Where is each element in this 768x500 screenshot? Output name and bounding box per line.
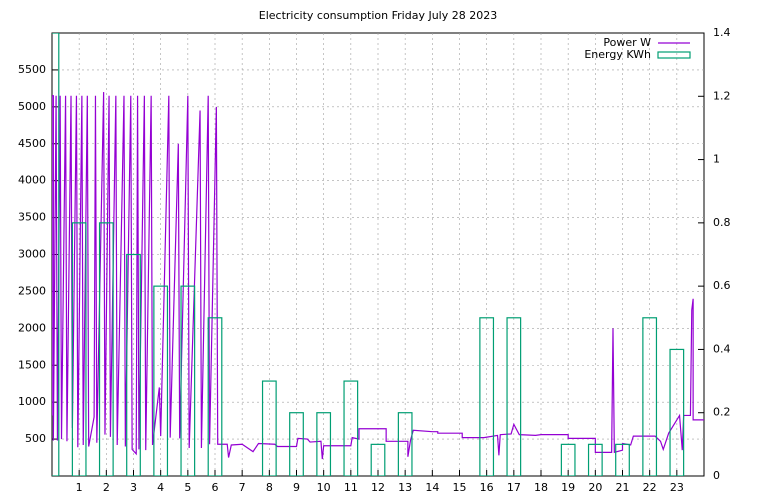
energy-bar — [71, 222, 87, 476]
x-tick-label: 22 — [643, 481, 657, 494]
x-tick-label: 5 — [184, 481, 191, 494]
energy-bar — [316, 412, 332, 476]
x-tick-label: 20 — [588, 481, 602, 494]
x-tick-label: 23 — [670, 481, 684, 494]
energy-bar — [370, 443, 386, 476]
y2-tick-label: 1.2 — [713, 89, 731, 102]
energy-bar — [98, 222, 114, 476]
energy-bar — [642, 317, 658, 476]
energy-bar — [669, 348, 685, 476]
x-tick-label: 18 — [534, 481, 548, 494]
energy-bar — [207, 317, 223, 476]
x-tick-label: 11 — [344, 481, 358, 494]
energy-bar — [126, 253, 141, 476]
y-tick-label: 1000 — [18, 395, 46, 408]
chart-title: Electricity consumption Friday July 28 2… — [259, 9, 497, 22]
energy-bar — [343, 380, 359, 476]
x-tick-label: 16 — [480, 481, 494, 494]
x-tick-label: 17 — [507, 481, 521, 494]
legend-label: Energy KWh — [584, 48, 651, 61]
y-tick-label: 3000 — [18, 248, 46, 261]
y-tick-label: 5500 — [18, 63, 46, 76]
x-tick-label: 19 — [561, 481, 575, 494]
x-tick-label: 3 — [130, 481, 137, 494]
x-tick-label: 10 — [317, 481, 331, 494]
y-tick-label: 1500 — [18, 358, 46, 371]
y-tick-label: 5000 — [18, 100, 46, 113]
legend-swatch — [657, 51, 691, 59]
x-tick-label: 6 — [212, 481, 219, 494]
y2-tick-label: 1.4 — [713, 26, 731, 39]
energy-bar — [261, 380, 277, 476]
energy-bar — [397, 412, 413, 476]
energy-bar — [289, 412, 304, 476]
x-tick-label: 21 — [616, 481, 630, 494]
energy-bar — [479, 317, 495, 476]
energy-bar — [615, 443, 630, 476]
y-tick-label: 4500 — [18, 137, 46, 150]
energy-bar — [560, 443, 576, 476]
x-tick-label: 8 — [266, 481, 273, 494]
legend-label: Power W — [603, 36, 651, 49]
y2-tick-label: 0 — [713, 469, 720, 482]
y-tick-label: 500 — [25, 432, 46, 445]
x-tick-label: 12 — [371, 481, 385, 494]
energy-bar — [587, 443, 603, 476]
energy-bar — [52, 33, 60, 476]
y2-tick-label: 0.4 — [713, 342, 731, 355]
x-tick-label: 15 — [453, 481, 467, 494]
plot-area — [52, 33, 704, 476]
y-tick-label: 2500 — [18, 284, 46, 297]
x-tick-label: 14 — [425, 481, 439, 494]
energy-bar — [153, 285, 169, 476]
x-tick-label: 9 — [293, 481, 300, 494]
x-tick-label: 2 — [103, 481, 110, 494]
y-tick-label: 3500 — [18, 211, 46, 224]
y2-tick-label: 0.8 — [713, 216, 731, 229]
x-tick-label: 13 — [398, 481, 412, 494]
x-tick-label: 1 — [76, 481, 83, 494]
y2-tick-label: 0.2 — [713, 406, 731, 419]
y2-tick-label: 0.6 — [713, 279, 731, 292]
x-tick-label: 7 — [239, 481, 246, 494]
energy-bar — [180, 285, 196, 476]
y2-tick-label: 1 — [713, 153, 720, 166]
x-tick-label: 4 — [157, 481, 164, 494]
y-tick-label: 2000 — [18, 321, 46, 334]
energy-bar — [506, 317, 522, 476]
y-tick-label: 4000 — [18, 174, 46, 187]
power-line — [52, 92, 704, 460]
